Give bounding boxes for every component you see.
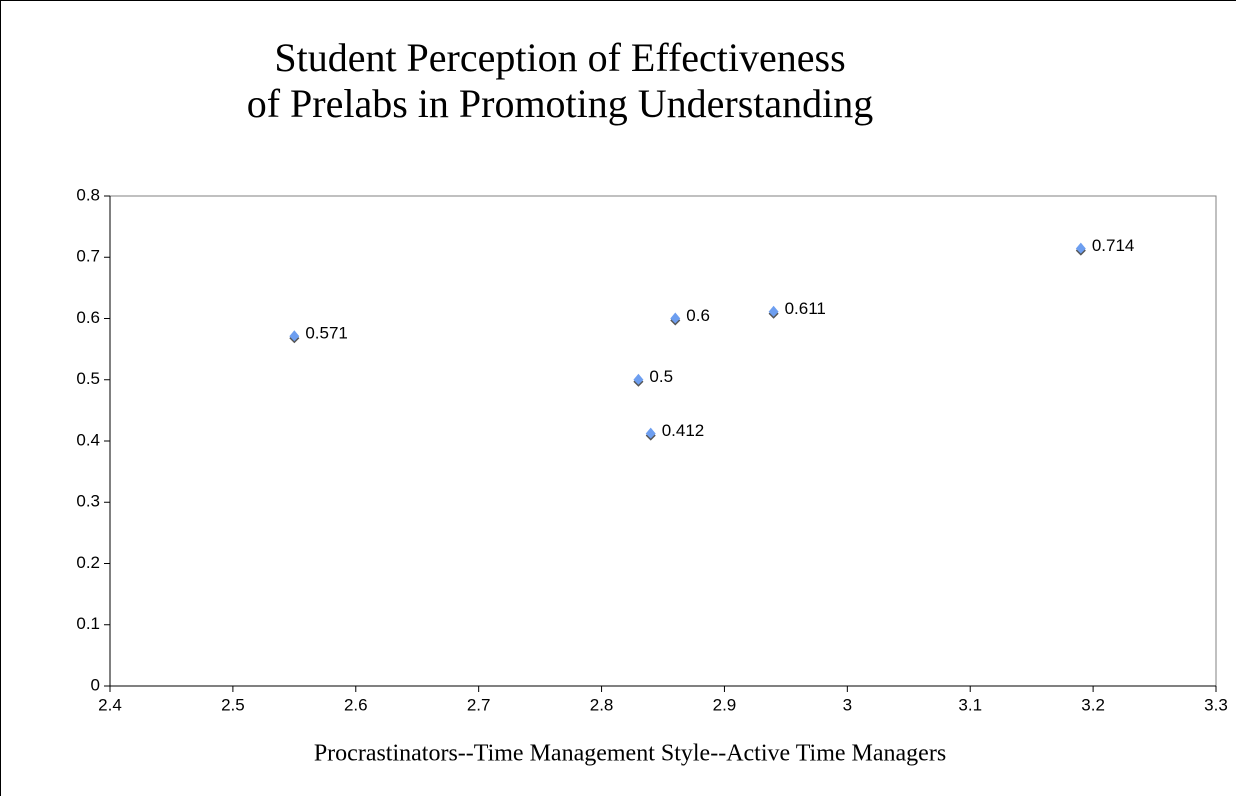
point bbox=[645, 427, 656, 441]
x-tick-label: 3 bbox=[843, 695, 852, 714]
x-tick-label: 3.2 bbox=[1081, 695, 1105, 714]
data-label: 0.611 bbox=[785, 299, 826, 318]
x-axis-label: Procrastinators--Time Management Style--… bbox=[314, 741, 946, 767]
point bbox=[1075, 242, 1086, 256]
data-label: 0.714 bbox=[1092, 236, 1135, 255]
y-tick-label: 0.6 bbox=[76, 308, 100, 327]
x-tick-label: 3.3 bbox=[1204, 695, 1228, 714]
plot-area bbox=[109, 195, 1217, 687]
x-tick-label: 2.8 bbox=[590, 695, 614, 714]
point bbox=[670, 312, 681, 326]
y-tick-label: 0.1 bbox=[76, 614, 100, 633]
y-tick-label: 0.4 bbox=[76, 430, 100, 449]
x-tick-label: 2.9 bbox=[713, 695, 737, 714]
y-tick-label: 0.5 bbox=[76, 369, 100, 388]
point bbox=[633, 373, 644, 387]
y-tick-label: 0.7 bbox=[76, 247, 100, 266]
point-marker bbox=[645, 427, 656, 439]
data-label: 0.571 bbox=[305, 324, 348, 343]
point-marker bbox=[670, 312, 681, 324]
y-tick-label: 0 bbox=[91, 675, 100, 694]
point-marker bbox=[1075, 242, 1086, 254]
x-tick-label: 2.6 bbox=[344, 695, 368, 714]
x-tick-label: 2.5 bbox=[221, 695, 245, 714]
point-marker bbox=[289, 330, 300, 342]
data-label: 0.5 bbox=[649, 367, 673, 386]
chart-title: Student Perception of Effectiveness bbox=[274, 35, 845, 80]
y-tick-label: 0.2 bbox=[76, 553, 100, 572]
point bbox=[289, 330, 300, 344]
point-marker bbox=[633, 373, 644, 385]
point bbox=[768, 305, 779, 319]
data-label: 0.6 bbox=[686, 306, 710, 325]
data-label: 0.412 bbox=[662, 421, 705, 440]
y-tick-label: 0.3 bbox=[76, 492, 100, 511]
x-tick-label: 2.4 bbox=[98, 695, 122, 714]
y-tick-label: 0.8 bbox=[76, 185, 100, 204]
point-marker bbox=[768, 305, 779, 317]
x-tick-label: 3.1 bbox=[958, 695, 982, 714]
x-tick-label: 2.7 bbox=[467, 695, 491, 714]
chart-title: of Prelabs in Promoting Understanding bbox=[247, 81, 874, 126]
